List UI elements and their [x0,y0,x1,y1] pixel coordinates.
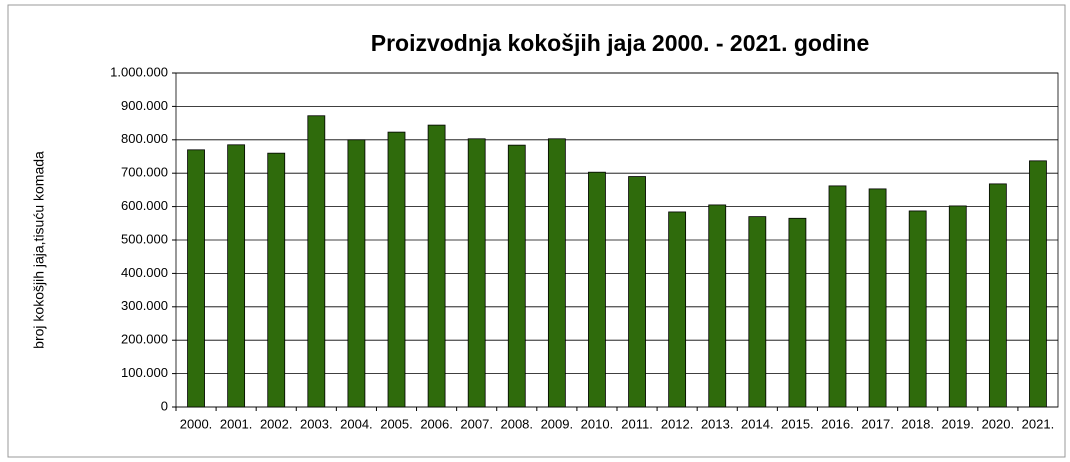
bar [948,205,967,408]
x-tick-label: 2001. [220,416,253,431]
x-tick-label: 2000. [180,416,213,431]
y-tick-label: 0 [161,398,168,413]
bar [588,171,606,408]
bar [748,216,767,408]
x-tick-label: 2012. [661,416,694,431]
bar [227,144,246,408]
bar [828,185,847,408]
bar [908,210,927,408]
bar [507,144,526,408]
bar [1029,160,1047,408]
x-tick-label: 2002. [260,416,293,431]
bar [788,217,807,408]
y-tick-label: 500.000 [121,231,168,246]
x-tick-label: 2016. [821,416,854,431]
bar [427,124,446,408]
x-tick-label: 2007. [460,416,493,431]
x-tick-label: 2021. [1022,416,1055,431]
x-tick-label: 2008. [500,416,533,431]
y-axis-label: broj kokošjih jaja,tisuću komada [31,151,47,349]
x-tick-label: 2013. [701,416,734,431]
x-tick-label: 2010. [581,416,614,431]
x-tick-label: 2018. [901,416,934,431]
bar [988,183,1007,408]
bar [387,131,406,408]
chart-title: Proizvodnja kokošjih jaja 2000. - 2021. … [371,30,870,56]
x-tick-label: 2011. [621,416,653,431]
y-tick-label: 100.000 [121,365,168,380]
y-tick-label: 300.000 [121,298,168,313]
x-tick-label: 2004. [340,416,373,431]
y-tick-label: 1.000.000 [110,64,168,79]
x-tick-label: 2015. [781,416,814,431]
bar [467,138,486,408]
bar [708,204,727,408]
x-tick-label: 2014. [741,416,774,431]
x-tick-label: 2019. [941,416,974,431]
bar [267,152,286,408]
bar [628,176,646,408]
y-tick-label: 800.000 [121,131,168,146]
x-tick-label: 2005. [380,416,413,431]
y-tick-label: 200.000 [121,332,168,347]
bar [187,149,205,408]
bar [347,139,366,408]
bar [307,115,326,408]
y-tick-label: 700.000 [121,165,168,180]
y-tick-label: 600.000 [121,198,168,213]
y-tick-label: 900.000 [121,98,168,113]
x-tick-label: 2009. [541,416,574,431]
frame [7,4,1066,458]
bar [868,188,887,408]
bar [668,211,687,408]
y-tick-label: 400.000 [121,265,168,280]
x-tick-label: 2020. [982,416,1015,431]
bar [547,138,566,408]
x-tick-label: 2017. [861,416,894,431]
x-tick-label: 2006. [420,416,453,431]
x-tick-label: 2003. [300,416,333,431]
